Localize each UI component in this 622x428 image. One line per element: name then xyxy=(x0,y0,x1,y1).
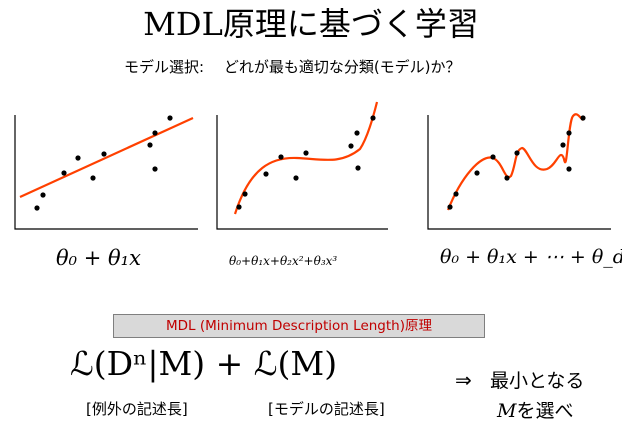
data-point xyxy=(101,151,107,157)
axes xyxy=(427,115,611,230)
data-point xyxy=(566,166,572,172)
data-point xyxy=(152,166,158,172)
data-point xyxy=(447,204,453,210)
conclusion-line2: Mを選べ xyxy=(497,396,573,423)
subtitle: モデル選択: どれが最も適切な分類(モデル)か？ xyxy=(124,58,461,76)
fit-curve-linear xyxy=(19,116,194,199)
data-point xyxy=(514,150,520,156)
data-point xyxy=(293,175,299,181)
data-point xyxy=(354,130,360,136)
data-point xyxy=(278,154,284,160)
data-point xyxy=(355,165,361,171)
conclusion-line1: 最小となる xyxy=(490,370,585,392)
data-point xyxy=(453,191,459,197)
implies-arrow: ⇒ xyxy=(455,368,472,392)
data-point xyxy=(348,143,354,149)
plot-linear xyxy=(14,115,198,230)
page-title: MDL原理に基づく学習 xyxy=(143,5,479,43)
axes xyxy=(216,115,388,230)
data-point xyxy=(490,154,496,160)
data-point xyxy=(474,170,480,176)
fit-curve-cubic xyxy=(233,101,379,215)
data-point xyxy=(75,155,81,161)
model-formula-linear: θ₀ + θ₁x xyxy=(56,246,141,270)
mdl-principle-banner: MDL (Minimum Description Length)原理 xyxy=(113,314,485,338)
data-point xyxy=(560,142,566,148)
data-point xyxy=(504,175,510,181)
mdl-criterion-formula: ℒ(Dⁿ|M) + ℒ(M) xyxy=(70,344,338,383)
data-points xyxy=(236,115,376,210)
data-point xyxy=(242,191,248,197)
data-points xyxy=(447,115,586,210)
data-point xyxy=(40,192,46,198)
data-points xyxy=(34,115,173,211)
data-point xyxy=(147,142,153,148)
data-point xyxy=(90,175,96,181)
model-formula-polynomial: θ₀ + θ₁x + ⋯ + θ_d x^d xyxy=(440,246,622,268)
data-point xyxy=(370,115,376,121)
plot-polynomial xyxy=(427,113,611,230)
axes xyxy=(14,115,198,230)
data-point xyxy=(34,205,40,211)
conclusion-rest: を選べ xyxy=(516,400,574,422)
data-point xyxy=(303,150,309,156)
data-point xyxy=(566,130,572,136)
data-point xyxy=(167,115,173,121)
data-point xyxy=(580,115,586,121)
model-formula-cubic: θ₀+θ₁x+θ₂x²+θ₃x³ xyxy=(229,254,338,268)
data-point xyxy=(152,130,158,136)
data-point xyxy=(236,204,242,210)
data-point xyxy=(61,170,67,176)
model-cost-label: [モデルの記述長] xyxy=(268,400,385,418)
data-point xyxy=(263,171,269,177)
model-symbol: M xyxy=(497,400,517,422)
plot-cubic xyxy=(216,101,388,230)
data-cost-label: [例外の記述長] xyxy=(86,400,188,418)
fit-curve-polynomial xyxy=(446,113,584,211)
